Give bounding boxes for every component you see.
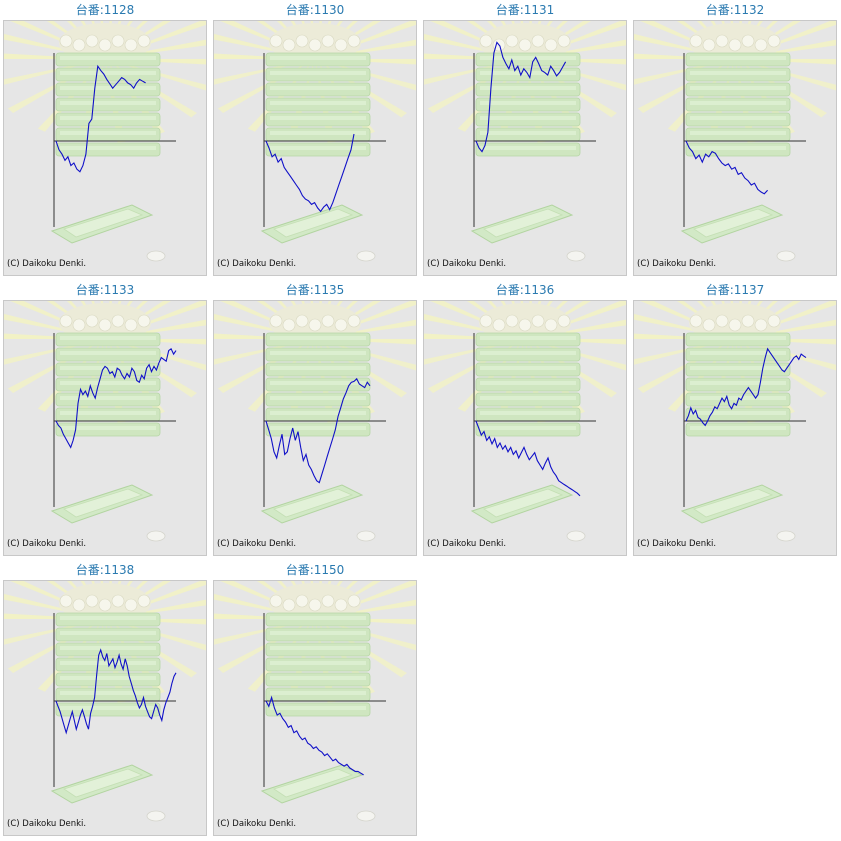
slump-series-line (265, 133, 355, 213)
slump-graph-svg (4, 21, 206, 262)
slump-series-line (55, 64, 146, 173)
machine-number-link[interactable]: 台番:1137 (705, 283, 765, 297)
machine-graph-card: 台番:1130 (C) Daikoku Denki. (213, 0, 417, 276)
slump-graph-svg (424, 21, 626, 262)
machine-graph-card: 台番:1133 (C) Daikoku Denki. (3, 280, 207, 556)
slump-series-line (55, 648, 177, 735)
machine-number-link[interactable]: 台番:1135 (285, 283, 345, 297)
slump-graph-svg (634, 21, 836, 262)
machine-number-link[interactable]: 台番:1138 (75, 563, 135, 577)
machine-number-link[interactable]: 台番:1133 (75, 283, 135, 297)
slump-graph: (C) Daikoku Denki. (423, 300, 627, 556)
slump-graph-svg (4, 581, 206, 822)
slump-graph: (C) Daikoku Denki. (633, 20, 837, 276)
slump-series-line (685, 347, 807, 427)
slump-series-line (685, 140, 769, 195)
machine-background-art (424, 21, 626, 262)
slump-series-line (475, 41, 567, 153)
machine-number-link[interactable]: 台番:1130 (285, 3, 345, 17)
slump-graph: (C) Daikoku Denki. (633, 300, 837, 556)
slump-series-line (265, 377, 371, 484)
machine-graph-card: 台番:1135 (C) Daikoku Denki. (213, 280, 417, 556)
machine-number-link[interactable]: 台番:1150 (285, 563, 345, 577)
slump-series-line (265, 695, 364, 776)
machine-graph-card: 台番:1131 (C) Daikoku Denki. (423, 0, 627, 276)
machine-graph-card: 台番:1132 (C) Daikoku Denki. (633, 0, 837, 276)
machine-graph-card: 台番:1128 (C) Daikoku Denki. (3, 0, 207, 276)
machine-number-link[interactable]: 台番:1131 (495, 3, 555, 17)
machine-graph-card: 台番:1136 (C) Daikoku Denki. (423, 280, 627, 556)
slump-graph-svg (214, 581, 416, 822)
machine-number-link[interactable]: 台番:1132 (705, 3, 765, 17)
slump-graph: (C) Daikoku Denki. (213, 580, 417, 836)
machine-number-link[interactable]: 台番:1128 (75, 3, 135, 17)
slump-graph-svg (214, 21, 416, 262)
slump-graph-svg (424, 301, 626, 542)
machine-background-art (214, 581, 416, 822)
machine-graph-card: 台番:1137 (C) Daikoku Denki. (633, 280, 837, 556)
machine-graph-card: 台番:1138 (C) Daikoku Denki. (3, 560, 207, 836)
slump-graph: (C) Daikoku Denki. (3, 20, 207, 276)
slump-series-line (475, 420, 581, 497)
machine-background-art (4, 301, 206, 542)
slump-series-line (55, 347, 177, 449)
slump-graph: (C) Daikoku Denki. (3, 580, 207, 836)
machine-graph-card: 台番:1150 (C) Daikoku Denki. (213, 560, 417, 836)
machine-number-link[interactable]: 台番:1136 (495, 283, 555, 297)
slump-graph-svg (214, 301, 416, 542)
slump-graph: (C) Daikoku Denki. (3, 300, 207, 556)
slump-graph-svg (4, 301, 206, 542)
slump-graph-svg (634, 301, 836, 542)
machine-background-art (214, 21, 416, 262)
slump-graph: (C) Daikoku Denki. (213, 300, 417, 556)
slump-graph: (C) Daikoku Denki. (423, 20, 627, 276)
machine-background-art (4, 581, 206, 822)
slump-graph: (C) Daikoku Denki. (213, 20, 417, 276)
